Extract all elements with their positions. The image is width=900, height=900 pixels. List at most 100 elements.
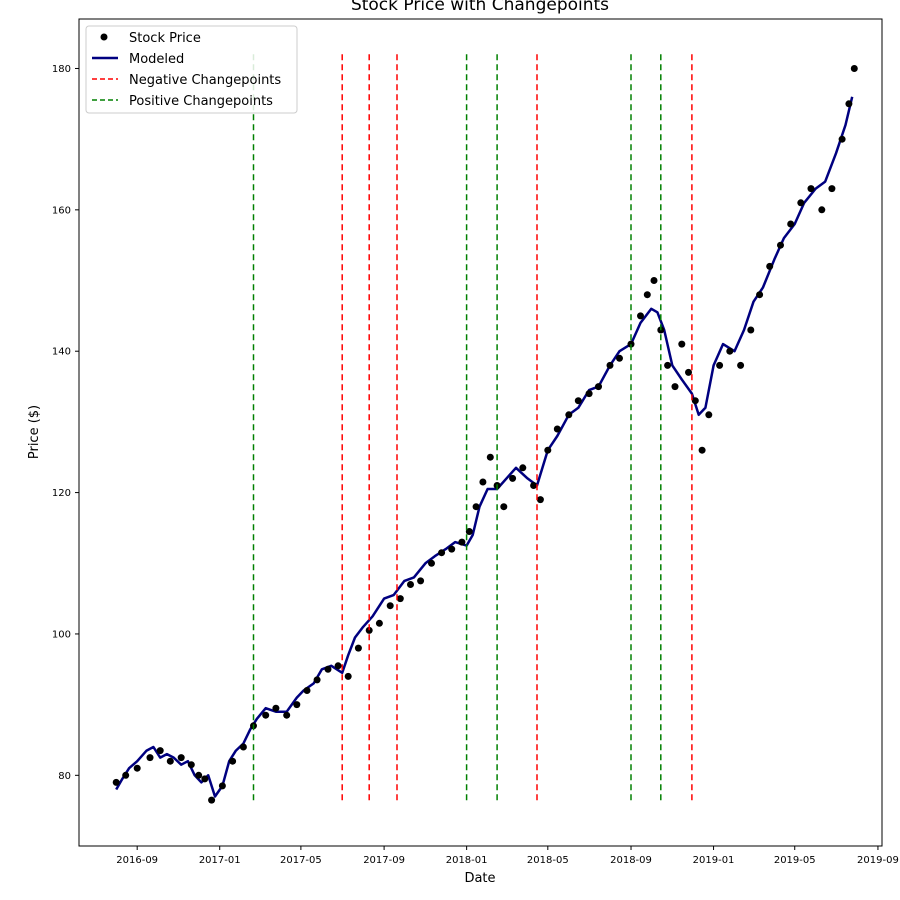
legend-marker-dot (100, 33, 108, 41)
stock-price-point (465, 528, 473, 535)
stock-price-point (201, 775, 209, 783)
chart-title: Stock Price with Changepoints (351, 0, 609, 15)
plot-area (112, 54, 858, 804)
stock-price-point (650, 277, 658, 284)
stock-price-point (685, 368, 692, 376)
stock-price-point (472, 503, 480, 511)
stock-price-point (627, 340, 635, 348)
legend-label: Modeled (129, 52, 184, 67)
stock-price-point (146, 754, 154, 762)
stock-price-point (509, 474, 517, 482)
stock-price-point (239, 743, 247, 751)
x-tick-label: 2018-05 (527, 855, 569, 866)
stock-price-point (726, 347, 734, 355)
stock-price-point (756, 291, 764, 299)
x-tick-label: 2017-01 (199, 855, 241, 866)
legend-box (85, 25, 298, 114)
stock-price-point (122, 771, 130, 779)
stock-price-point (438, 549, 446, 557)
stock-price-point (187, 761, 195, 769)
stock-price-point (845, 100, 853, 108)
x-axis-label: Date (464, 871, 495, 886)
x-tick-label: 2019-09 (857, 855, 899, 866)
stock-price-point (313, 676, 321, 684)
y-tick-label: 80 (58, 771, 71, 782)
stock-price-point (407, 581, 414, 588)
stock-price-point (428, 559, 435, 567)
stock-price-point (766, 262, 774, 270)
stock-price-point (334, 662, 342, 670)
stock-price-point (324, 665, 332, 673)
stock-price-point (283, 711, 291, 719)
stock-price-point (838, 135, 846, 143)
stock-price-point (386, 602, 394, 610)
stock-price-point (787, 220, 795, 228)
stock-price-point (396, 595, 404, 603)
stock-price-point (747, 326, 755, 334)
y-tick-label: 160 (52, 205, 71, 216)
axis-ticks: 2016-09 2017-01 2017-05 2017-09 2018-01 2018-… (52, 64, 899, 866)
stock-price-point (177, 754, 185, 762)
stock-price-point (354, 644, 362, 652)
stock-price-point (553, 425, 561, 433)
stock-price-point (262, 711, 270, 719)
stock-price-point (716, 361, 724, 369)
y-tick-label: 180 (52, 64, 71, 75)
y-tick-label: 120 (52, 488, 71, 499)
legend-label: Positive Changepoints (129, 94, 273, 109)
y-tick-label: 140 (52, 347, 71, 358)
stock-price-point (365, 626, 373, 634)
legend-label: Negative Changepoints (129, 73, 281, 88)
stock-price-point (574, 397, 582, 405)
x-tick-label: 2018-01 (446, 855, 488, 866)
y-axis-label: Price ($) (27, 405, 42, 459)
stock-price-point (637, 312, 644, 320)
stock-price-point (293, 701, 301, 709)
stock-price-point (375, 619, 383, 627)
stock-price-point (818, 206, 826, 214)
stock-price-point (828, 185, 836, 193)
stock-price-point (272, 704, 280, 712)
stock-price-point (536, 496, 544, 504)
stock-price-point (807, 185, 815, 193)
stock-price-point (500, 503, 508, 511)
stock-price-point (303, 687, 311, 694)
x-tick-label: 2017-05 (280, 855, 322, 866)
stock-price-point (850, 65, 858, 72)
stock-price-point (448, 545, 456, 553)
stock-price-point (797, 199, 805, 207)
stock-price-point (195, 771, 203, 779)
stock-price-point (530, 482, 538, 489)
x-tick-label: 2017-09 (363, 855, 405, 866)
x-tick-label: 2019-01 (693, 855, 735, 866)
stock-price-point (616, 354, 623, 362)
stock-price-point (519, 464, 527, 472)
x-tick-label: 2016-09 (116, 855, 158, 866)
stock-price-point (229, 757, 237, 765)
stock-price-point (643, 291, 651, 299)
stock-price-point (678, 340, 686, 348)
stock-price-point (777, 241, 784, 249)
stock-price-point (344, 672, 352, 680)
legend-label: Stock Price (129, 31, 201, 46)
stock-price-point (417, 577, 425, 585)
stock-price-point (218, 782, 226, 790)
plot-frame (78, 18, 883, 847)
stock-price-point (698, 446, 706, 454)
y-tick-label: 100 (52, 629, 71, 640)
stock-price-point (585, 390, 593, 398)
stock-price-point (565, 411, 573, 419)
stock-price-point (156, 747, 164, 755)
x-tick-label: 2019-05 (774, 855, 816, 866)
stock-price-point (479, 478, 487, 486)
stock-price-point (544, 446, 552, 454)
stock-price-point (458, 538, 466, 546)
stock-price-point (166, 757, 174, 765)
stock-price-point (208, 796, 216, 804)
stock-price-point (112, 778, 120, 786)
stock-price-point (705, 411, 713, 419)
stock-price-point (691, 397, 699, 405)
stock-price-point (606, 361, 614, 369)
